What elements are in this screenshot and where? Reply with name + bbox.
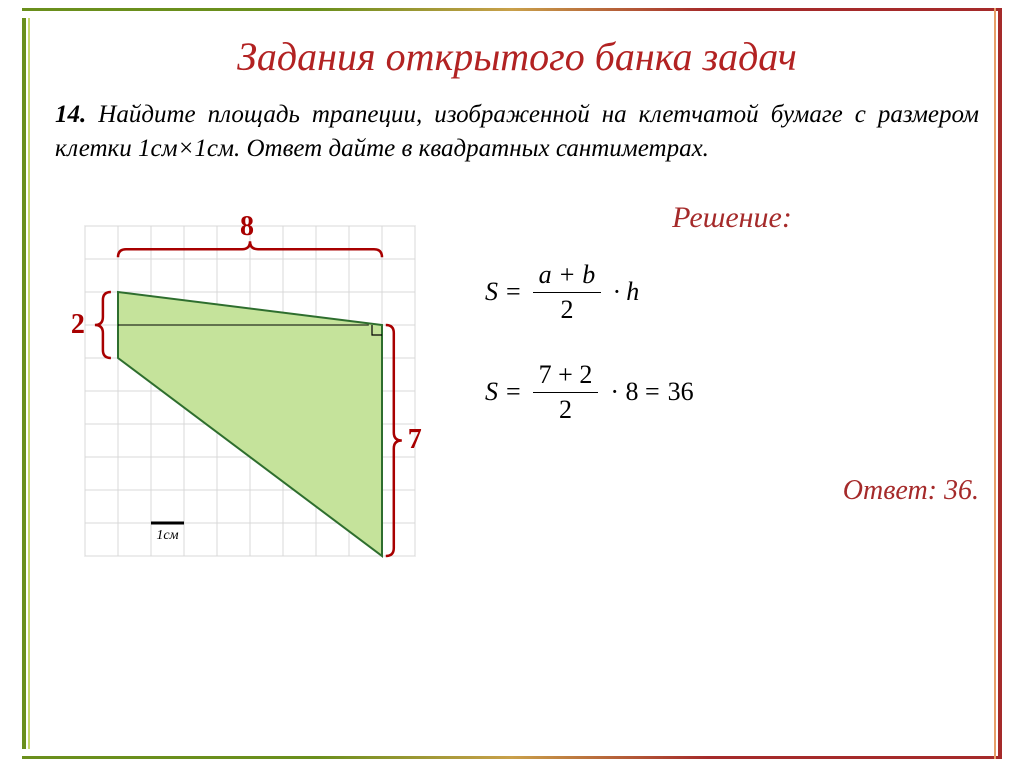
answer: Ответ: 36. (485, 475, 979, 507)
solution-heading: Решение: (485, 201, 979, 235)
formula-general: S = a + b 2 · h (485, 260, 979, 325)
page-title: Задания открытого банка задач (55, 33, 979, 80)
dimension-right: 7 (408, 424, 422, 456)
dimension-width: 8 (240, 211, 254, 243)
problem-body: Найдите площадь трапеции, изображенной н… (55, 101, 979, 162)
figure: 1см 8 2 7 (55, 196, 445, 586)
dimension-left: 2 (71, 309, 85, 341)
problem-text: 14. Найдите площадь трапеции, изображенн… (55, 98, 979, 166)
formula-calc: S = 7 + 2 2 · 8 = 36 (485, 360, 979, 425)
problem-number: 14. (55, 101, 86, 128)
solution: Решение: S = a + b 2 · h S = 7 + 2 2 · 8… (485, 196, 979, 507)
svg-text:1см: 1см (156, 528, 178, 543)
